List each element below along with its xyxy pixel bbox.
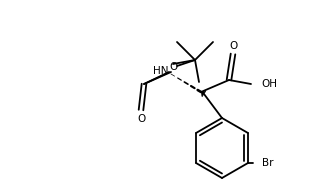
Text: O: O <box>137 114 145 124</box>
Text: Br: Br <box>262 158 274 168</box>
Text: OH: OH <box>261 79 277 89</box>
Text: O: O <box>230 41 238 51</box>
Polygon shape <box>201 91 206 97</box>
Text: O: O <box>170 62 178 72</box>
Text: HN: HN <box>153 66 168 76</box>
